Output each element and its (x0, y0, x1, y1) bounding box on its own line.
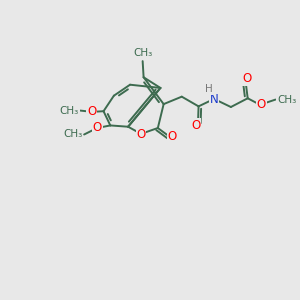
Text: CH₃: CH₃ (63, 130, 83, 140)
Text: O: O (242, 72, 251, 85)
Text: CH₃: CH₃ (277, 94, 296, 105)
Text: O: O (136, 128, 146, 141)
Text: CH₃: CH₃ (133, 48, 152, 58)
Text: O: O (257, 98, 266, 111)
Text: O: O (87, 105, 97, 118)
Text: O: O (168, 130, 177, 143)
Text: H: H (205, 84, 212, 94)
Text: N: N (210, 93, 218, 106)
Text: O: O (92, 121, 102, 134)
Text: CH₃: CH₃ (60, 106, 79, 116)
Text: O: O (191, 119, 200, 132)
